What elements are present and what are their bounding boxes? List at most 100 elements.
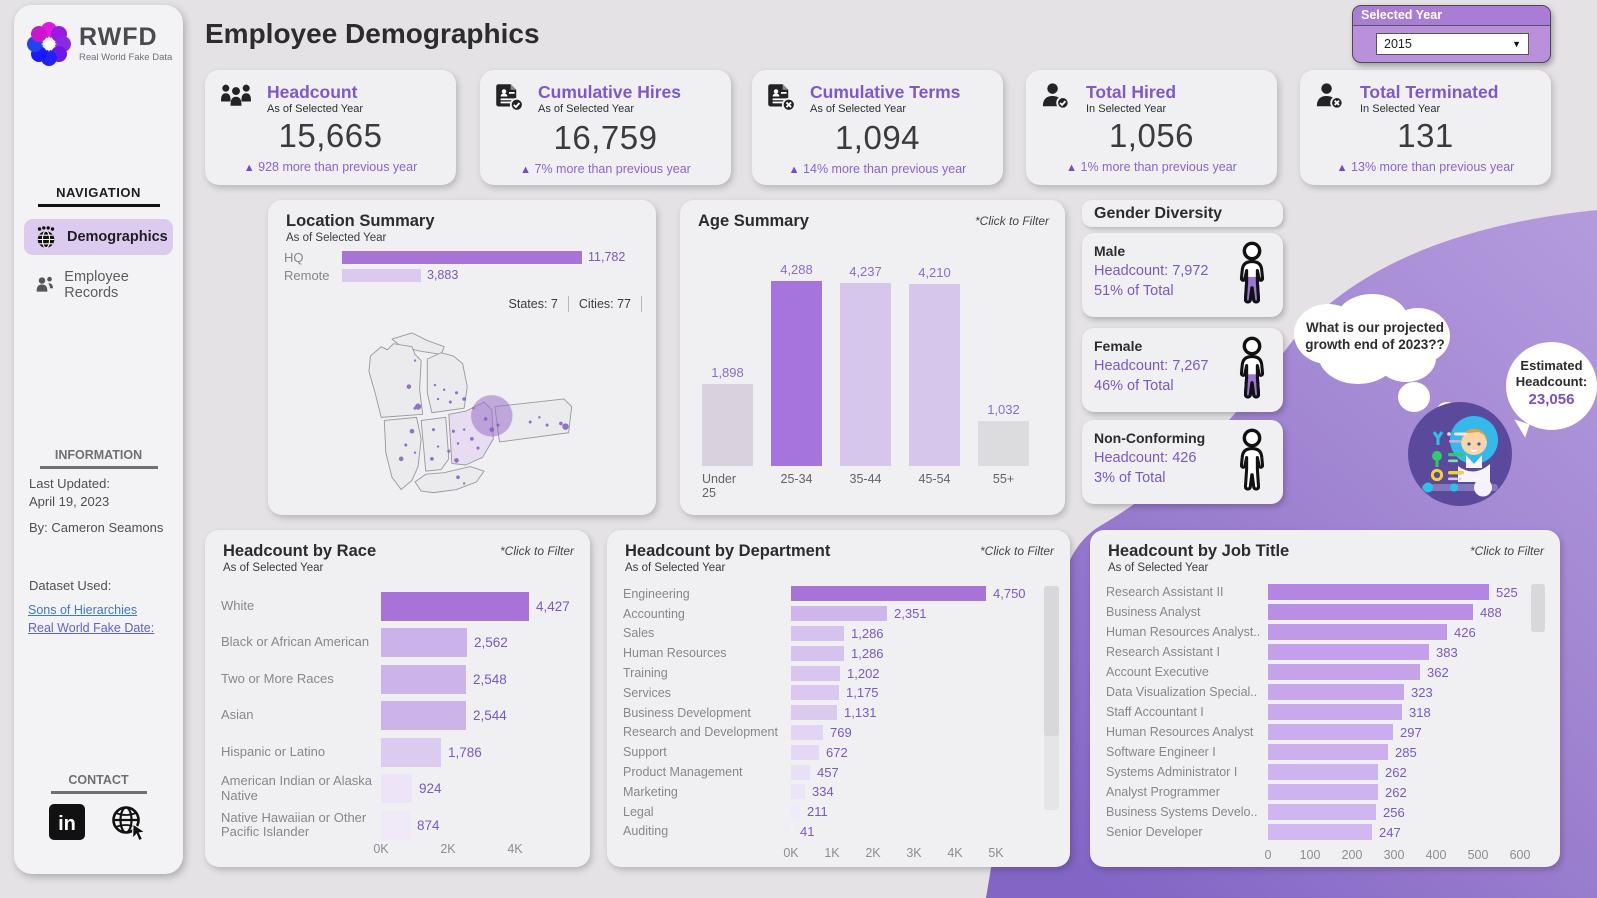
bar-row-senior-developer[interactable]: Senior Developer 247 [1106, 824, 1401, 840]
bar[interactable] [1268, 704, 1402, 720]
bar[interactable] [1268, 824, 1372, 840]
bar[interactable] [791, 823, 793, 839]
kpi-title: Headcount [267, 82, 358, 102]
bar[interactable] [1268, 764, 1378, 780]
kpi-subtitle: As of Selected Year [810, 103, 907, 115]
bar-row-staff-accountant-i[interactable]: Staff Accountant I 318 [1106, 704, 1431, 720]
bar[interactable] [1268, 684, 1404, 700]
kpi-title: Cumulative Hires [538, 82, 681, 102]
bar[interactable] [381, 737, 441, 767]
bar[interactable] [1268, 804, 1376, 820]
bar-row-software-engineer-i[interactable]: Software Engineer I 285 [1106, 744, 1417, 760]
bar-row-human-resources-analyst-[interactable]: Human Resources Analyst.. 426 [1106, 624, 1476, 640]
bar-row-black-or-african-american[interactable]: Black or African American 2,562 [221, 625, 570, 662]
globe-cursor-icon[interactable] [108, 803, 150, 843]
bar[interactable] [1268, 644, 1429, 660]
bar[interactable] [1268, 604, 1473, 620]
bar-row-data-visualization-special-[interactable]: Data Visualization Special.. 323 [1106, 684, 1433, 700]
person-fill-icon [1229, 428, 1275, 499]
bar[interactable] [1268, 744, 1388, 760]
bar[interactable] [791, 764, 810, 780]
bar[interactable] [342, 250, 582, 264]
location-bar-row[interactable]: Remote 3,883 [284, 267, 459, 283]
bar[interactable] [342, 268, 421, 282]
bar[interactable] [791, 804, 800, 820]
bar[interactable] [791, 625, 844, 641]
bar[interactable] [791, 705, 837, 721]
bar[interactable] [381, 591, 529, 621]
card-title: Location Summary [286, 212, 435, 230]
bar[interactable] [1268, 724, 1393, 740]
bar[interactable] [381, 628, 467, 658]
locations-map[interactable] [298, 316, 638, 508]
bar-row-human-resources[interactable]: Human Resources 1,286 [623, 645, 884, 661]
bar-row-legal[interactable]: Legal 211 [623, 804, 828, 820]
bar-row-white[interactable]: White 4,427 [221, 588, 570, 625]
location-bar-row[interactable]: HQ 11,782 [284, 249, 626, 265]
bar-row-hispanic-or-latino[interactable]: Hispanic or Latino 1,786 [221, 734, 570, 771]
bar-row-marketing[interactable]: Marketing 334 [623, 784, 834, 800]
bar-row-engineering[interactable]: Engineering 4,750 [623, 586, 1026, 602]
bar[interactable] [381, 810, 410, 840]
bar[interactable] [791, 724, 823, 740]
dataset-link-1[interactable]: Sons of Hierarchies [28, 603, 138, 617]
bar[interactable] [791, 645, 844, 661]
map-stats: States: 7 Cities: 77 [509, 296, 642, 312]
kpi-title: Total Hired [1086, 82, 1177, 102]
bar-row-training[interactable]: Training 1,202 [623, 665, 880, 681]
bar-row-research-and-development[interactable]: Research and Development 769 [623, 724, 852, 740]
bar[interactable] [791, 606, 887, 622]
bar-row-systems-administrator-i[interactable]: Systems Administrator I 262 [1106, 764, 1407, 780]
bar[interactable] [381, 774, 412, 804]
bar-row-research-assistant-i[interactable]: Research Assistant I 383 [1106, 644, 1458, 660]
bar[interactable] [1268, 584, 1489, 600]
bar[interactable] [1268, 664, 1420, 680]
up-triangle-icon: ▲ [520, 164, 532, 176]
bar-row-two-or-more-races[interactable]: Two or More Races 2,548 [221, 661, 570, 698]
age-bar-35-44[interactable]: 4,237 35-44 [840, 264, 891, 488]
dataset-link-2[interactable]: Real World Fake Date: [28, 621, 155, 635]
bar[interactable] [791, 586, 986, 602]
bar-row-business-systems-develo-[interactable]: Business Systems Develo.. 256 [1106, 804, 1405, 820]
age-bar-25-34[interactable]: 4,288 25-34 [771, 262, 822, 488]
bar[interactable] [791, 685, 839, 701]
bar-row-account-executive[interactable]: Account Executive 362 [1106, 664, 1449, 680]
scrollbar-thumb[interactable] [1531, 584, 1545, 632]
bar-row-auditing[interactable]: Auditing 41 [623, 823, 815, 839]
linkedin-icon[interactable]: in [48, 803, 86, 841]
sidebar-item-demographics[interactable]: Demographics [24, 219, 173, 255]
author: By: Cameron Seamons [29, 520, 164, 535]
bar-row-product-management[interactable]: Product Management 457 [623, 764, 839, 780]
bar-row-services[interactable]: Services 1,175 [623, 685, 879, 701]
bar-row-american-indian-or-alaska-native[interactable]: American Indian or Alaska Native 924 [221, 773, 442, 804]
scrollbar-thumb[interactable] [1044, 586, 1059, 736]
kpi-subtitle: In Selected Year [1086, 103, 1167, 115]
bar-row-business-analyst[interactable]: Business Analyst 488 [1106, 604, 1502, 620]
gender-card-non-conforming: Non-Conforming Headcount: 426 3% of Total [1082, 420, 1283, 504]
bar[interactable] [791, 744, 819, 760]
map-city-dots[interactable] [398, 359, 569, 485]
bar[interactable] [381, 664, 466, 694]
age-bar-45-54[interactable]: 4,210 45-54 [909, 265, 960, 488]
age-bar-55+[interactable]: 1,032 55+ [978, 402, 1029, 488]
bar-row-support[interactable]: Support 672 [623, 744, 848, 760]
bar[interactable] [381, 701, 466, 731]
document-x-icon [768, 84, 796, 112]
bar-row-accounting[interactable]: Accounting 2,351 [623, 606, 927, 622]
bar[interactable] [1268, 624, 1447, 640]
map-cluster-bubble[interactable] [471, 395, 513, 437]
year-select[interactable]: 2015 ▼ [1376, 33, 1529, 55]
bar-row-business-development[interactable]: Business Development 1,131 [623, 705, 877, 721]
bar-row-research-assistant-ii[interactable]: Research Assistant II 525 [1106, 584, 1518, 600]
bar-row-sales[interactable]: Sales 1,286 [623, 625, 884, 641]
sidebar-item-employee-records[interactable]: Employee Records [24, 267, 173, 303]
bar[interactable] [791, 665, 840, 681]
bar[interactable] [1268, 784, 1378, 800]
globe-people-icon [37, 226, 55, 249]
bar-row-asian[interactable]: Asian 2,544 [221, 698, 570, 735]
bar-row-native-hawaiian-or-other-pacific-islander[interactable]: Native Hawaiian or Other Pacific Islande… [221, 809, 440, 840]
bar-row-analyst-programmer[interactable]: Analyst Programmer 262 [1106, 784, 1407, 800]
bar[interactable] [791, 784, 805, 800]
bar-row-human-resources-analyst[interactable]: Human Resources Analyst 297 [1106, 724, 1422, 740]
age-bar-under-25[interactable]: 1,898 Under 25 [702, 365, 753, 500]
